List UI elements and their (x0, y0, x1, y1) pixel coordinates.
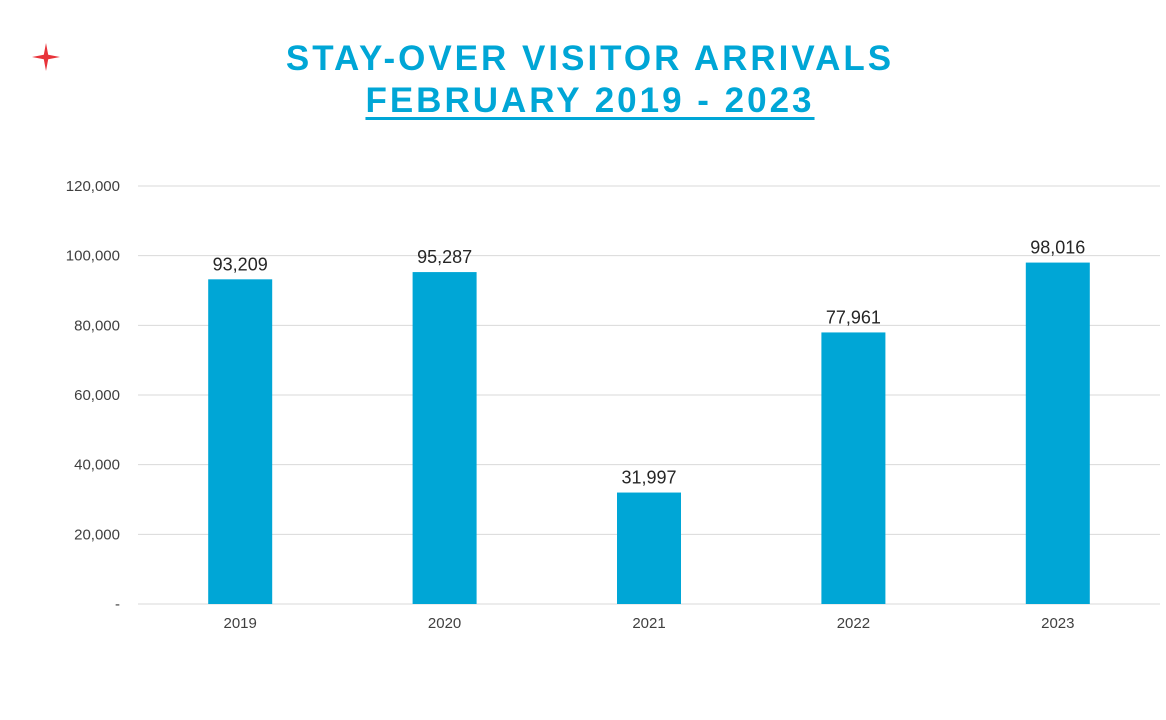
chart-title: STAY-OVER VISITOR ARRIVALS FEBRUARY 2019… (0, 38, 1166, 122)
y-tick-label: - (115, 596, 120, 613)
y-tick-label: 100,000 (66, 248, 120, 265)
y-axis: - 20,000 40,000 60,000 80,000 100,000 120,000 (66, 178, 120, 613)
x-tick-label: 2020 (428, 615, 461, 632)
chart-title-line1: STAY-OVER VISITOR ARRIVALS (285, 39, 895, 78)
star-logo-icon (32, 43, 60, 71)
bar-2020 (412, 272, 477, 604)
data-label-2020: 95,287 (417, 247, 472, 267)
data-label-2021: 31,997 (621, 468, 676, 488)
chart-title-line2: FEBRUARY 2019 - 2023 (365, 81, 815, 120)
y-tick-label: 120,000 (66, 178, 120, 195)
x-axis: 2019 2020 2021 2022 2023 (224, 615, 1075, 632)
data-label-2019: 93,209 (213, 254, 268, 274)
y-tick-label: 20,000 (74, 526, 120, 543)
data-label-2022: 77,961 (826, 307, 881, 327)
bar-2021 (617, 492, 681, 604)
data-labels: 93,209 95,287 31,997 77,961 98,016 (213, 238, 1086, 488)
y-tick-label: 80,000 (74, 317, 120, 334)
bars (208, 262, 1090, 604)
y-tick-label: 60,000 (74, 387, 120, 404)
x-tick-label: 2019 (224, 615, 257, 632)
data-label-2023: 98,016 (1030, 238, 1085, 258)
bar-2023 (1025, 262, 1090, 604)
x-tick-label: 2021 (632, 615, 665, 632)
y-tick-label: 40,000 (74, 457, 120, 474)
x-tick-label: 2022 (837, 615, 870, 632)
x-tick-label: 2023 (1041, 615, 1074, 632)
gridlines (138, 185, 1160, 605)
bar-2019 (208, 279, 273, 604)
bar-2022 (821, 332, 886, 604)
